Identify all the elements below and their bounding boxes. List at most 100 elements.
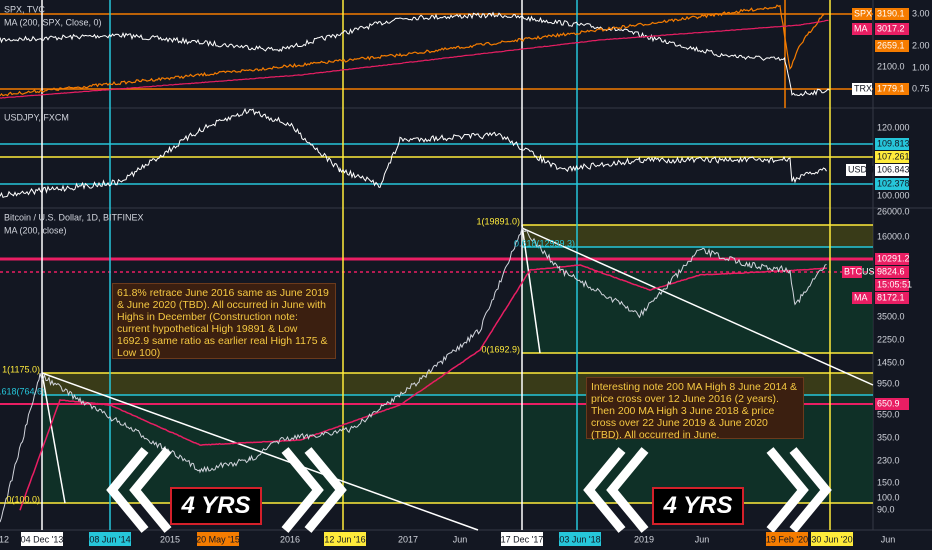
chevron xyxy=(129,447,172,533)
time-label: 2019 xyxy=(634,534,654,544)
chevron xyxy=(766,447,809,533)
time-label: 04 Dec '13 xyxy=(21,534,64,544)
price-label-bg xyxy=(846,164,866,176)
time-label-bg xyxy=(559,532,601,546)
fib-label: 0(1692.9) xyxy=(481,344,520,354)
price-label-bg xyxy=(875,398,909,410)
price-label: 3190.1 xyxy=(877,8,905,18)
ratio-label: 2.00 xyxy=(912,40,930,50)
price-label-bg xyxy=(875,253,909,265)
price-label: 550.0 xyxy=(877,409,900,419)
time-label-bg xyxy=(324,532,366,546)
price-label: 650.9 xyxy=(877,398,900,408)
price-label: 1779.1 xyxy=(877,83,905,93)
price-label: 90.0 xyxy=(877,504,895,514)
fib-label: 0.618(764.6) xyxy=(0,386,45,396)
price-label-bg xyxy=(875,151,909,163)
ratio-label: 1.00 xyxy=(912,62,930,72)
legend: SPX, TVC xyxy=(4,4,45,14)
price-label: 109.813 xyxy=(877,138,910,148)
price-label: 16000.0 xyxy=(877,231,910,241)
price-line xyxy=(0,107,827,199)
price-label-bg xyxy=(842,266,862,278)
time-label: 03 Jun '18 xyxy=(559,534,600,544)
legend: Bitcoin / U.S. Dollar, 1D, BITFINEX xyxy=(4,212,144,222)
trendline xyxy=(521,227,874,386)
period-label: 4 YRS xyxy=(170,487,262,525)
time-label-bg xyxy=(811,532,853,546)
price-label-bg xyxy=(852,23,872,35)
price-label: 107.261 xyxy=(877,151,910,161)
price-label: MA xyxy=(854,23,868,33)
time-label: 19 Feb '20 xyxy=(766,534,808,544)
price-line xyxy=(0,11,830,97)
price-label-bg xyxy=(875,279,909,291)
time-label-bg xyxy=(21,532,63,546)
price-label: MA xyxy=(854,292,868,302)
price-label: 2250.0 xyxy=(877,334,905,344)
annotation: Interesting note 200 MA High 8 June 2014… xyxy=(586,377,804,441)
price-label-bg xyxy=(875,266,909,278)
fib-label: 0(100.0) xyxy=(6,494,40,504)
price-label: 3017.2 xyxy=(877,23,905,33)
fib-label: 1(19891.0) xyxy=(476,216,520,226)
price-label: USDJPY xyxy=(848,164,884,174)
price-label: 120.000 xyxy=(877,122,910,132)
price-label: 3500.0 xyxy=(877,311,905,321)
time-label: Jun xyxy=(453,534,468,544)
chevron xyxy=(606,447,649,533)
time-label: 12 Jun '16 xyxy=(324,534,365,544)
price-label-bg xyxy=(875,138,909,150)
price-label: 10291.2 xyxy=(877,253,910,263)
time-label: 12 xyxy=(0,534,9,544)
time-label-bg xyxy=(766,532,808,546)
price-line xyxy=(0,4,825,97)
price-label: 2659.1 xyxy=(877,40,905,50)
legend: MA (200, SPX, Close, 0) xyxy=(4,17,102,27)
trendline xyxy=(41,372,66,504)
time-label-bg xyxy=(89,532,131,546)
price-label: 950.0 xyxy=(877,378,900,388)
time-label: Jun xyxy=(695,534,710,544)
price-label: 1450.0 xyxy=(877,357,905,367)
period-label: 4 YRS xyxy=(652,487,744,525)
price-lines xyxy=(0,4,830,523)
price-label-bg xyxy=(852,8,872,20)
price-label-bg xyxy=(875,164,909,176)
time-label: 08 Jun '14 xyxy=(89,534,130,544)
trendline xyxy=(521,224,541,354)
chevron xyxy=(281,447,324,533)
axes: SPX 3190.1 MA 3017.2 2659.1 2100.0 TRX 1779.1 12… xyxy=(0,8,930,546)
price-label: 350.0 xyxy=(877,432,900,442)
price-label-bg xyxy=(875,292,909,304)
price-label: 26000.0 xyxy=(877,206,910,216)
price-label: 230.0 xyxy=(877,455,900,465)
time-label-bg xyxy=(197,532,239,546)
chevron xyxy=(583,447,626,533)
annotation: 61.8% retrace June 2016 same as June 201… xyxy=(112,283,336,359)
time-label-bg xyxy=(501,532,543,546)
fib-label: 0.618(12939.3) xyxy=(514,238,575,248)
fib-zone xyxy=(522,247,873,353)
markers xyxy=(41,0,831,530)
price-label: SPX xyxy=(854,8,872,18)
price-label-bg xyxy=(852,83,872,95)
price-line xyxy=(0,19,829,99)
price-label-bg xyxy=(875,40,909,52)
price-line xyxy=(19,263,828,511)
legend: USDJPY, FXCM xyxy=(4,112,69,122)
price-label: 106.843 xyxy=(877,164,910,174)
price-label: 100.0 xyxy=(877,492,900,502)
price-label-bg xyxy=(875,8,909,20)
time-label: 30 Jun '20 xyxy=(811,534,852,544)
time-label: Jun xyxy=(881,534,896,544)
price-label-bg xyxy=(852,292,872,304)
price-label: 2100.0 xyxy=(877,61,905,71)
price-label: 15:05:51 xyxy=(877,279,912,289)
price-label: 102.378 xyxy=(877,178,910,188)
price-label: TRX xyxy=(854,83,872,93)
chevrons xyxy=(106,447,832,533)
price-label: BTCUSD xyxy=(844,266,882,276)
time-label: 20 May '15 xyxy=(196,534,240,544)
